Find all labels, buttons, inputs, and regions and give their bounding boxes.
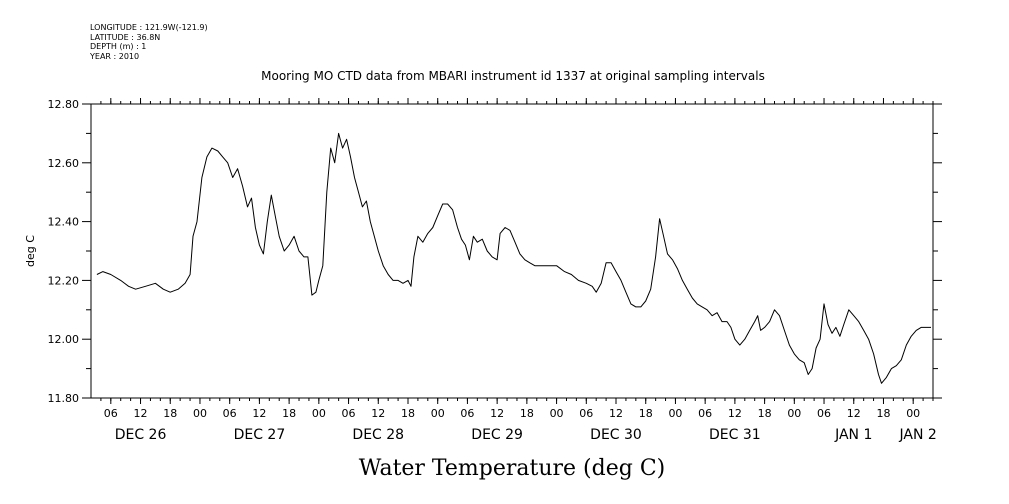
chart-title: Mooring MO CTD data from MBARI instrumen… — [261, 69, 765, 83]
series-line — [96, 132, 931, 384]
x-tick-label: 18 — [758, 407, 772, 420]
x-tick-label: 00 — [193, 407, 207, 420]
x-date-label: DEC 31 — [709, 427, 761, 443]
x-tick-label: 18 — [876, 407, 890, 420]
x-tick-label: 18 — [639, 407, 653, 420]
x-tick-label: 12 — [847, 407, 861, 420]
series-group — [96, 132, 931, 384]
x-tick-label: 00 — [668, 407, 682, 420]
x-date-label: DEC 28 — [352, 427, 404, 443]
y-tick-label: 12.40 — [48, 216, 80, 229]
x-date-label: DEC 26 — [115, 427, 167, 443]
x-tick-label: 06 — [104, 407, 118, 420]
y-tick-label: 12.80 — [48, 98, 80, 111]
x-tick-label: 18 — [282, 407, 296, 420]
x-tick-label: 18 — [163, 407, 177, 420]
y-axis-label: deg C — [24, 235, 37, 267]
y-axis: 11.80 12.00 12.20 12.40 12.60 12.80 — [48, 98, 942, 405]
x-axis-label: Water Temperature (deg C) — [359, 456, 666, 481]
y-tick-label: 12.00 — [48, 333, 80, 346]
x-tick-label: 00 — [312, 407, 326, 420]
x-tick-label: 06 — [698, 407, 712, 420]
x-tick-label: 18 — [401, 407, 415, 420]
x-tick-label: 12 — [134, 407, 148, 420]
x-tick-label: 18 — [520, 407, 534, 420]
year-label: YEAR : 2010 — [89, 52, 139, 61]
x-date-label: JAN 2 — [898, 427, 936, 443]
x-tick-label: 12 — [609, 407, 623, 420]
x-tick-label: 06 — [342, 407, 356, 420]
y-tick-label: 12.20 — [48, 274, 80, 287]
y-tick-label: 12.60 — [48, 157, 80, 170]
x-date-label: DEC 27 — [234, 427, 286, 443]
longitude-label: LONGITUDE : 121.9W(-121.9) — [90, 23, 208, 32]
y-tick-label: 11.80 — [48, 392, 80, 405]
x-tick-label: 06 — [817, 407, 831, 420]
x-tick-label: 06 — [223, 407, 237, 420]
latitude-label: LATITUDE : 36.8N — [90, 33, 160, 42]
x-tick-label: 06 — [579, 407, 593, 420]
x-tick-label: 00 — [787, 407, 801, 420]
x-axis: 06 12 18 00 06 12 18 00 06 12 18 00 06 12 18 00 06 12 18 00… — [100, 98, 937, 443]
x-tick-label: 00 — [431, 407, 445, 420]
plot-frame — [90, 103, 934, 399]
x-date-label: DEC 29 — [471, 427, 523, 443]
x-tick-label: 00 — [550, 407, 564, 420]
x-tick-label: 12 — [252, 407, 266, 420]
x-tick-label: 12 — [728, 407, 742, 420]
x-tick-label: 12 — [371, 407, 385, 420]
x-tick-label: 00 — [906, 407, 920, 420]
x-date-label: DEC 30 — [590, 427, 642, 443]
x-date-label: JAN 1 — [834, 427, 872, 443]
x-tick-label: 06 — [460, 407, 474, 420]
x-tick-label: 12 — [490, 407, 504, 420]
depth-label: DEPTH (m) : 1 — [90, 42, 146, 51]
